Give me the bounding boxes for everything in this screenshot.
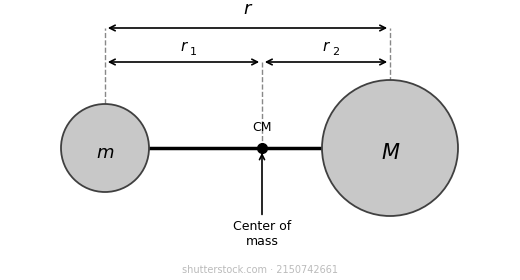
Text: CM: CM <box>252 121 272 134</box>
Text: 1: 1 <box>189 47 197 57</box>
Text: shutterstock.com · 2150742661: shutterstock.com · 2150742661 <box>182 265 338 275</box>
Text: m: m <box>96 144 114 162</box>
Text: 2: 2 <box>332 47 339 57</box>
Text: r: r <box>323 39 329 54</box>
Circle shape <box>322 80 458 216</box>
Text: r: r <box>244 0 251 18</box>
Text: Center of
mass: Center of mass <box>233 155 291 248</box>
Text: M: M <box>381 143 399 163</box>
Circle shape <box>61 104 149 192</box>
Text: r: r <box>180 39 187 54</box>
